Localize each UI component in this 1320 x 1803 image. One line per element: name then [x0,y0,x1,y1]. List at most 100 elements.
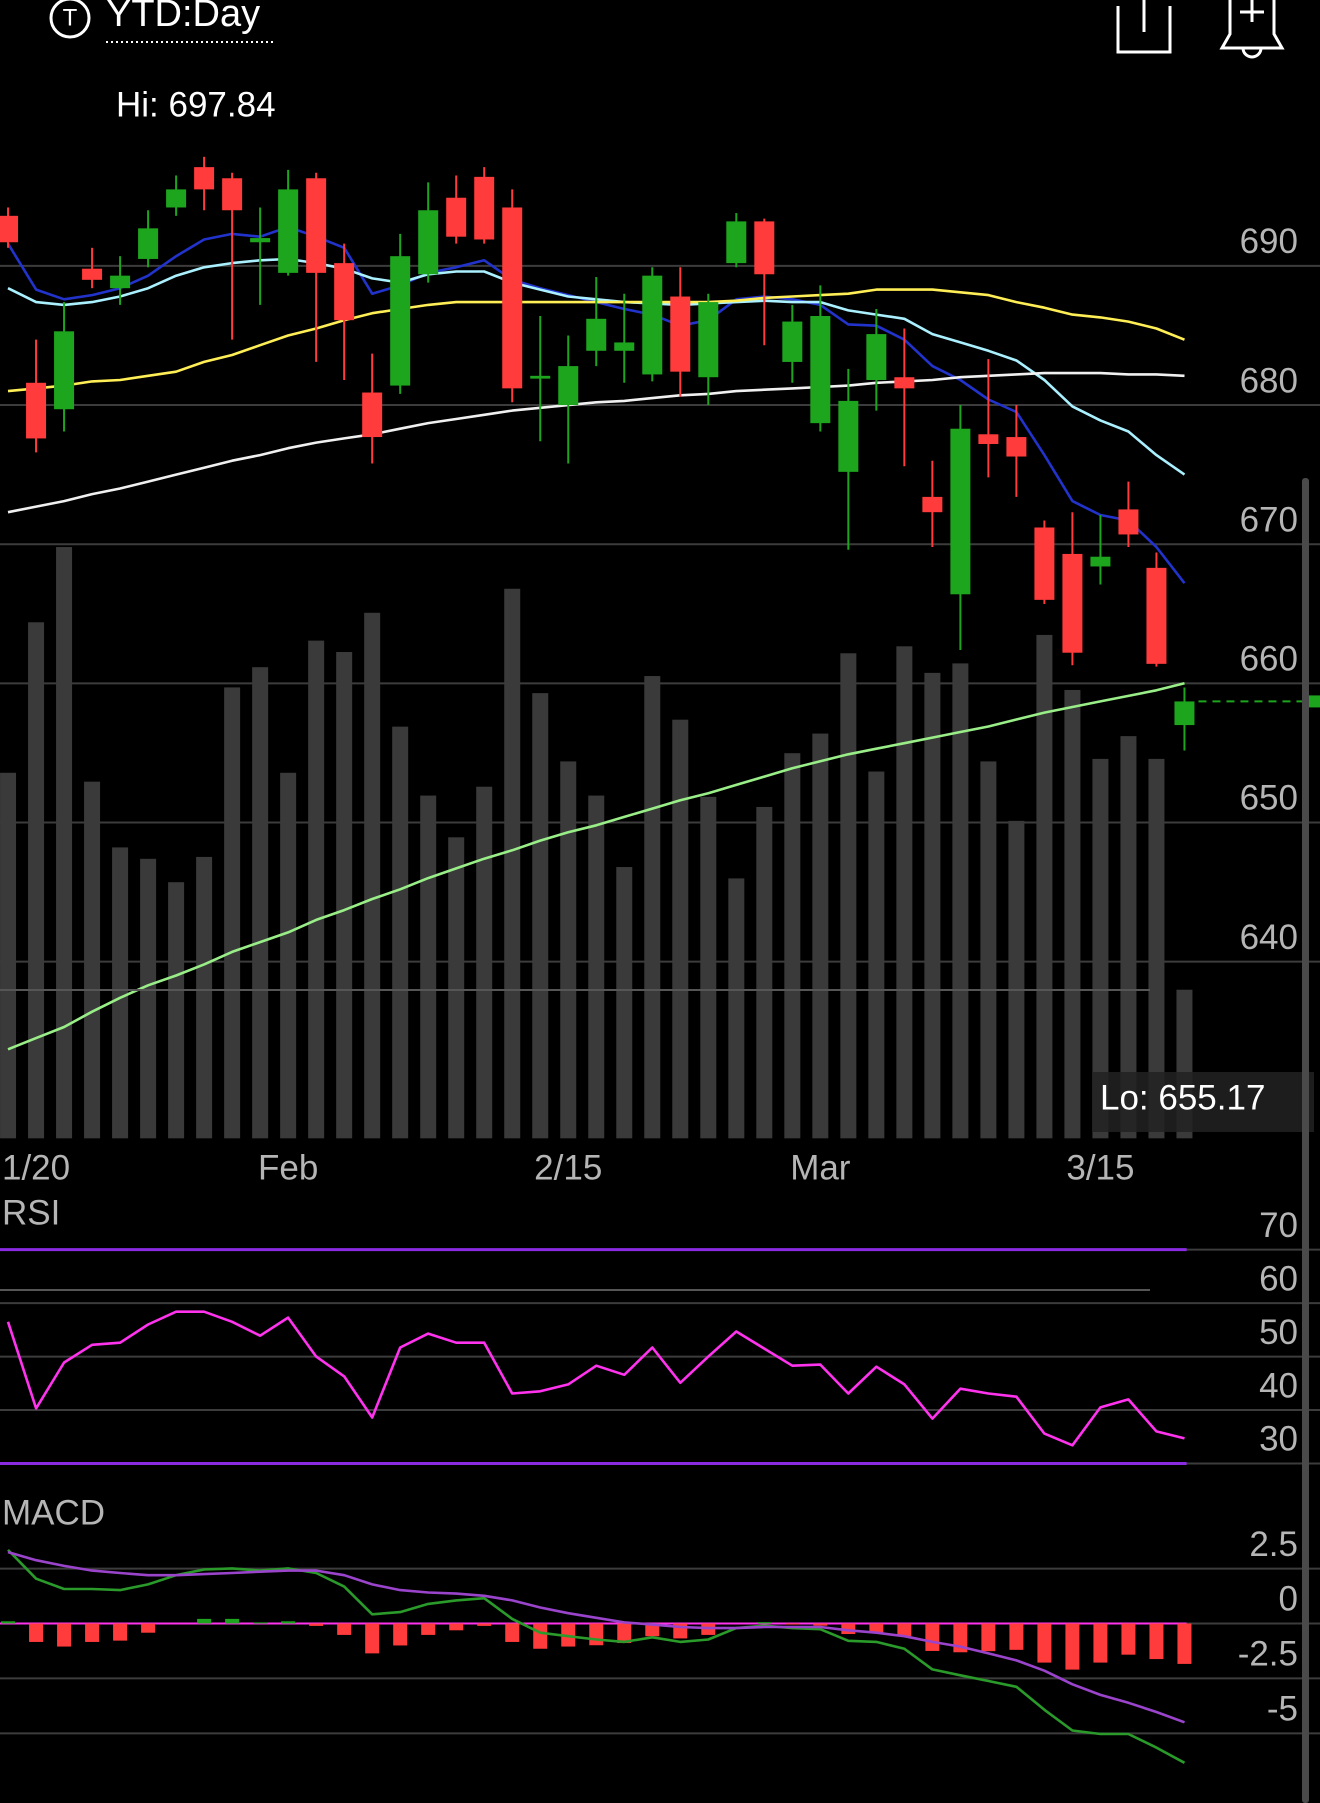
candle-body [502,207,523,389]
histogram-bar [113,1623,128,1641]
candle-body [334,263,355,321]
volume-bar [812,733,829,1139]
x-tick-label: Feb [258,1148,318,1187]
volume-bar [840,653,857,1139]
low-label: Lo: 655.17 [1100,1078,1265,1117]
candle-body [726,221,747,264]
volume-bar [280,772,297,1139]
y-tick-label: 50 [1259,1313,1298,1352]
histogram-bar [617,1623,632,1644]
volume-bar [420,795,437,1139]
histogram-bar [1121,1623,1136,1655]
volume-bar [532,693,549,1139]
y-tick-label: 2.5 [1249,1525,1298,1564]
high-label: Hi: 697.84 [116,85,276,124]
candle-body [26,382,47,439]
candle-body [250,238,271,243]
candle-body [530,375,551,379]
share-button[interactable] [1116,0,1172,54]
volume-bar [56,547,73,1139]
volume-bar [784,753,801,1139]
histogram-bar [449,1623,464,1631]
candle-body [278,189,299,273]
volume-bar [336,652,353,1139]
volume-bar [1092,758,1109,1139]
histogram-bar [393,1623,408,1646]
volume-bar [1148,758,1165,1139]
histogram-bar [1037,1623,1052,1663]
candle-body [362,392,383,438]
volume-bar [588,795,605,1139]
histogram-bar [309,1623,324,1626]
histogram-bar [869,1623,884,1633]
histogram-bar [57,1623,72,1647]
indicator-line [7,1550,1185,1724]
candle-body [194,167,215,190]
histogram-bar [141,1623,156,1633]
volume-bar [168,882,185,1139]
y-tick-label: 0 [1279,1580,1298,1619]
y-tick-label: 650 [1240,779,1298,818]
volume-bar [980,761,997,1139]
volume-bar [140,858,157,1139]
candle-body [586,318,607,351]
histogram-bar [421,1623,436,1635]
candle-body [446,197,467,237]
histogram-bar [29,1623,44,1642]
volume-bar [196,856,213,1139]
volume-bar [252,667,269,1139]
candle-body [642,275,663,375]
histogram-bar [337,1623,352,1635]
histogram-bar [225,1618,240,1624]
candle-body [698,302,719,378]
indicator-line [6,1310,1185,1447]
candle-body [54,331,75,410]
histogram-bar [645,1623,660,1637]
alert-button[interactable] [1219,0,1285,59]
histogram-bar [505,1623,520,1642]
volume-bar [308,640,325,1139]
histogram-bar [253,1622,268,1624]
volume-bar [1036,634,1053,1139]
candle-body [222,178,243,211]
period-selector[interactable]: YTD:Day [106,0,260,35]
candle-body [866,334,887,381]
histogram-bar [281,1621,296,1624]
volume-bar [924,672,941,1139]
candle-body [1090,556,1111,567]
volume-bar [616,867,633,1139]
candle-body [138,228,159,259]
candle-body [1006,437,1027,457]
histogram-bar [841,1623,856,1635]
histogram-bar [897,1623,912,1637]
y-tick-label: -5 [1267,1690,1298,1729]
x-tick-label: 2/15 [534,1148,602,1187]
candle-body [390,256,411,386]
volume-bar [224,687,241,1139]
period-icon-label: T [63,4,78,31]
y-tick-label: 70 [1259,1206,1298,1245]
candle-body [810,316,831,424]
candle-body [614,342,635,351]
period-icon[interactable] [49,0,91,39]
volume-bar [700,796,717,1139]
candle-body [754,221,775,275]
candle-body [558,366,579,406]
y-tick-label: 60 [1259,1259,1298,1298]
candle-body [306,178,327,273]
panel-title: MACD [2,1493,105,1532]
candle-body [1034,527,1055,600]
volume-bar [756,806,773,1139]
scrollbar[interactable] [1302,478,1309,1803]
bell-icon [1241,47,1263,59]
histogram-bar [1065,1623,1080,1670]
x-tick-label: Mar [790,1148,851,1187]
candle-body [1062,553,1083,653]
candle-body [978,434,999,445]
candle-body [82,268,103,280]
plot-area: 640 650 660 670 680 690 1/20 Feb 2/15 Mar 3/15 30 40… [0,156,1320,1764]
moving-average [7,682,1185,1051]
volume-bar [364,612,381,1139]
y-tick-label: 660 [1240,640,1298,679]
